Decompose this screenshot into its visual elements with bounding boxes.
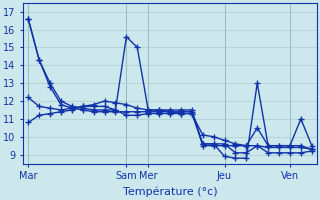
X-axis label: Température (°c): Température (°c) [123,187,217,197]
